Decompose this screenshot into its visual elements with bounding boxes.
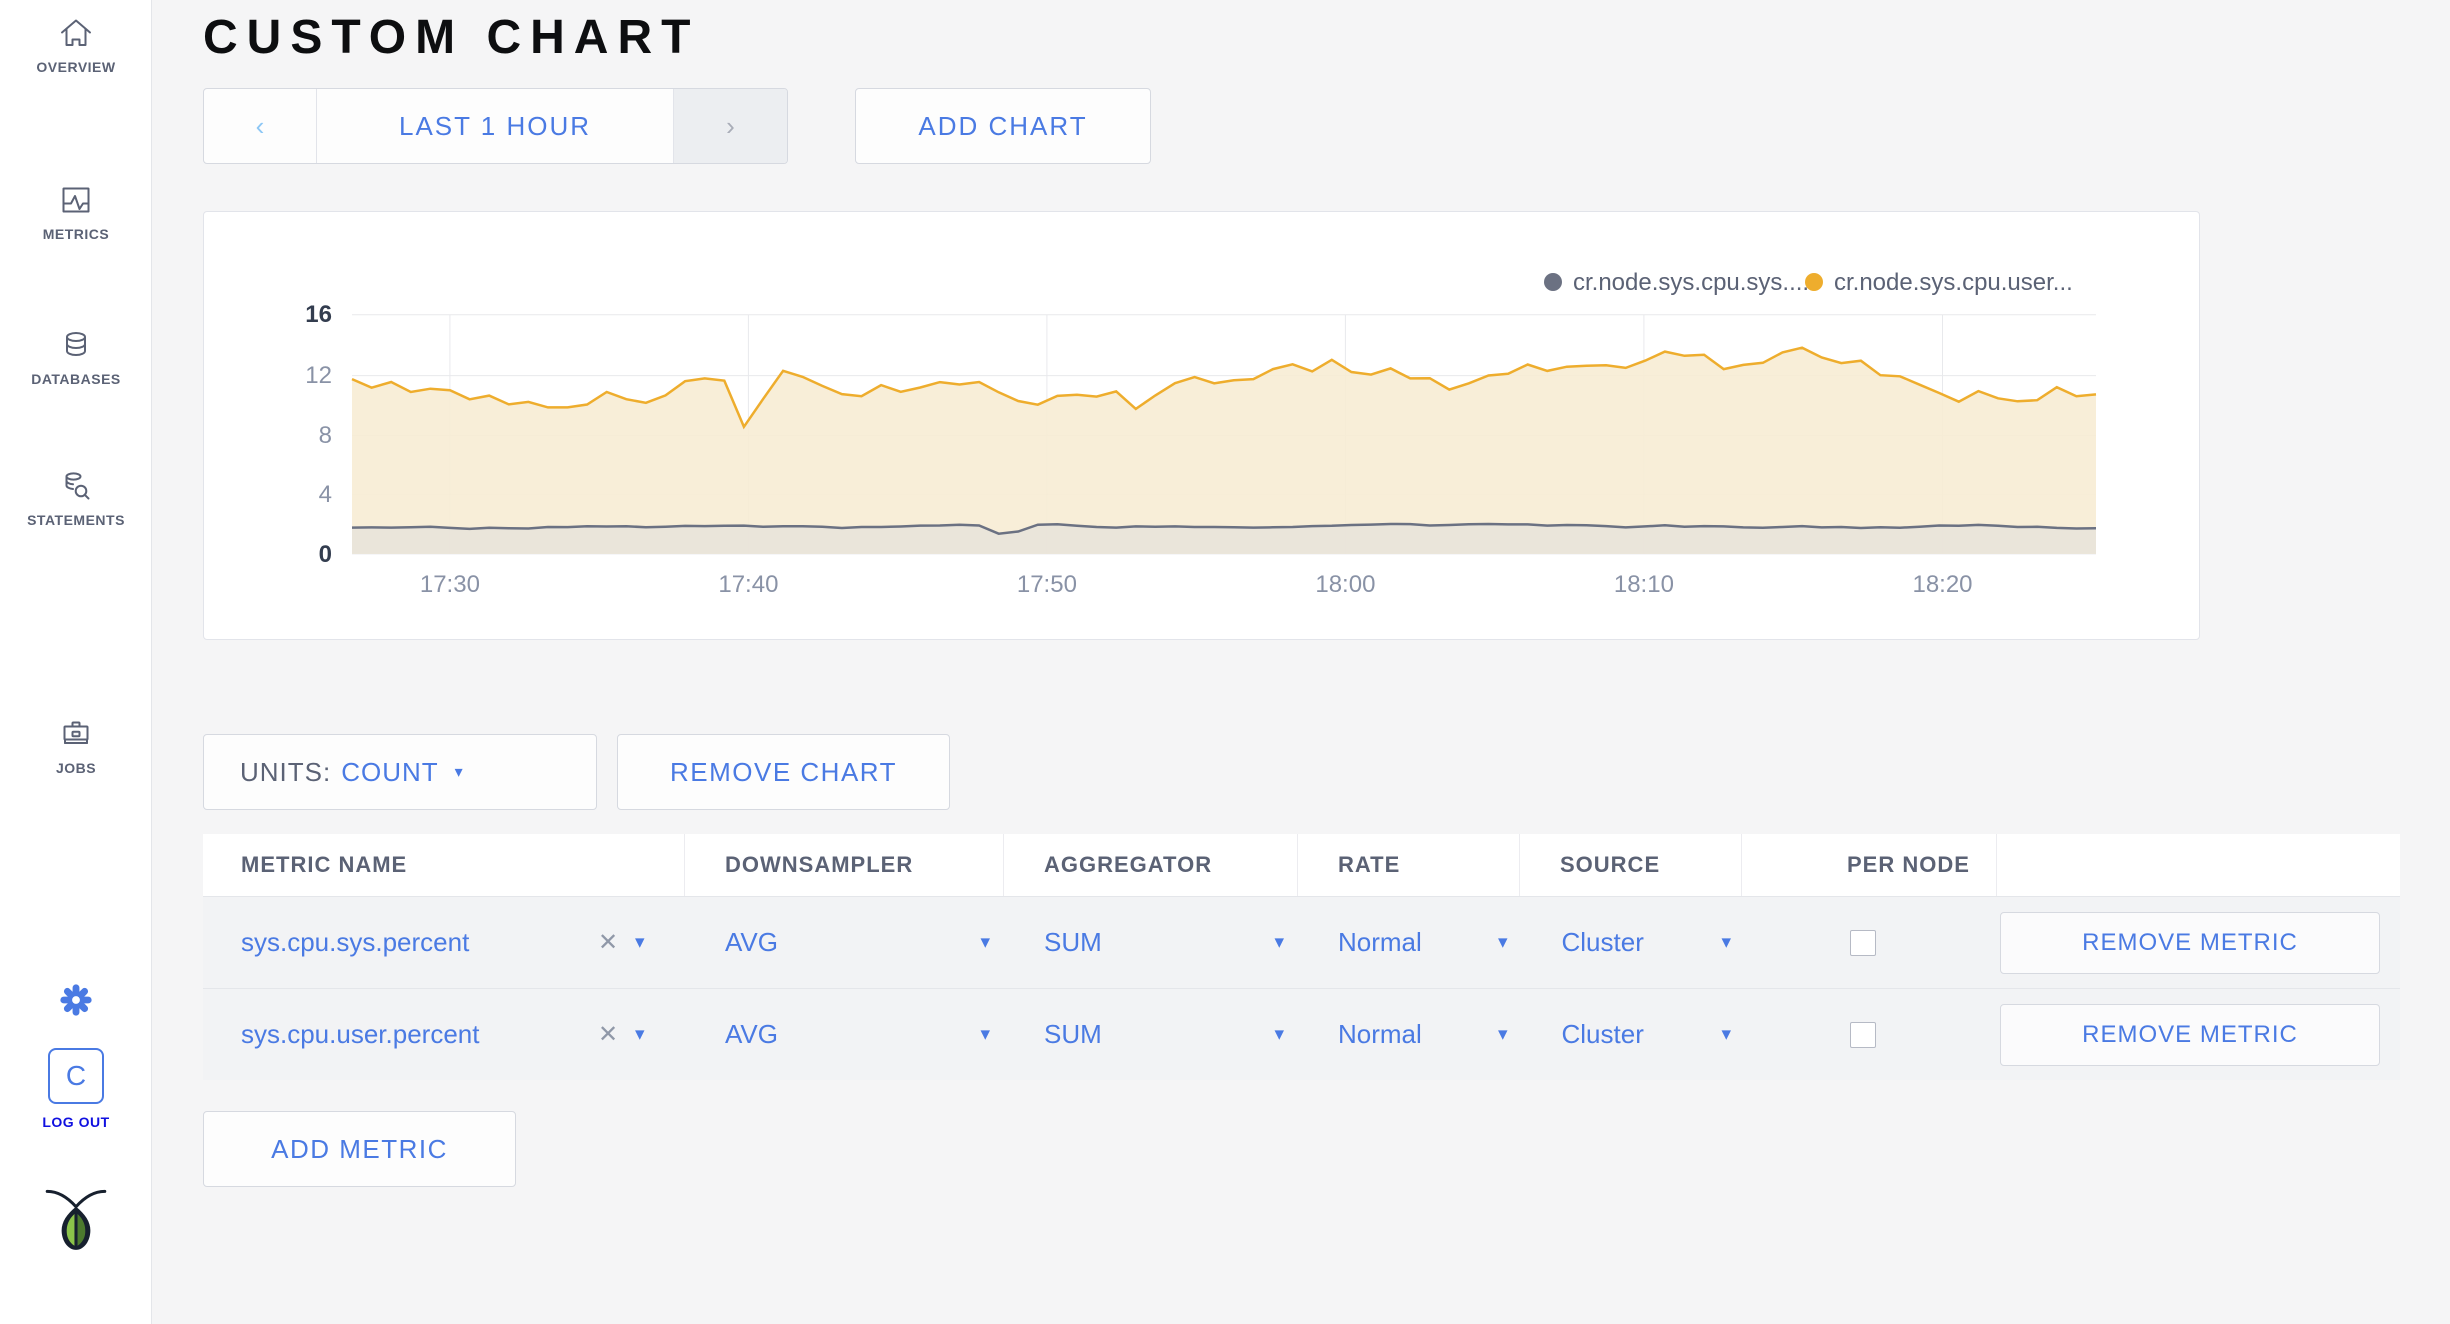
svg-text:8: 8 xyxy=(319,422,332,449)
svg-text:0: 0 xyxy=(319,541,332,568)
svg-text:16: 16 xyxy=(305,301,332,328)
svg-text:18:00: 18:00 xyxy=(1315,571,1375,598)
svg-text:cr.node.sys.cpu.user...: cr.node.sys.cpu.user... xyxy=(1834,269,2073,296)
svg-text:17:50: 17:50 xyxy=(1017,571,1077,598)
svg-text:18:10: 18:10 xyxy=(1614,571,1674,598)
svg-text:17:30: 17:30 xyxy=(420,571,480,598)
svg-text:17:40: 17:40 xyxy=(718,571,778,598)
svg-text:cr.node.sys.cpu.sys....: cr.node.sys.cpu.sys.... xyxy=(1573,269,1809,296)
svg-text:18:20: 18:20 xyxy=(1912,571,1972,598)
svg-text:4: 4 xyxy=(319,481,332,508)
svg-text:12: 12 xyxy=(305,362,332,389)
